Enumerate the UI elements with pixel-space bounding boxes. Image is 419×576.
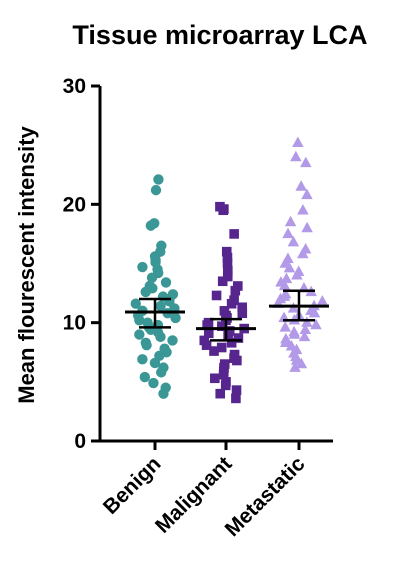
data-point bbox=[237, 302, 248, 313]
data-point bbox=[216, 342, 227, 353]
data-point bbox=[137, 261, 148, 273]
data-point bbox=[141, 339, 152, 351]
data-point bbox=[140, 286, 151, 298]
data-point bbox=[295, 180, 307, 191]
data-point bbox=[310, 318, 322, 330]
data-point bbox=[316, 295, 329, 306]
data-point bbox=[226, 298, 237, 309]
x-category-label: Metastatic bbox=[221, 452, 310, 541]
mean-ci-markers bbox=[125, 289, 329, 342]
data-point bbox=[130, 298, 141, 309]
y-tick-label: 0 bbox=[74, 430, 86, 453]
data-point bbox=[278, 279, 291, 291]
data-point bbox=[301, 316, 313, 327]
data-point bbox=[292, 136, 304, 147]
data-point bbox=[233, 333, 244, 343]
data-point bbox=[287, 235, 300, 247]
data-point bbox=[156, 367, 167, 378]
data-point bbox=[291, 269, 303, 280]
x-category-label: Benign bbox=[99, 452, 166, 519]
data-point bbox=[279, 336, 292, 347]
data-point bbox=[148, 377, 159, 389]
data-point bbox=[153, 174, 164, 185]
data-point bbox=[201, 340, 212, 350]
data-point bbox=[170, 312, 181, 324]
data-point bbox=[158, 388, 169, 399]
data-point bbox=[203, 328, 214, 339]
data-point bbox=[139, 371, 151, 383]
data-point bbox=[211, 290, 222, 301]
data-point bbox=[297, 203, 309, 215]
data-point bbox=[229, 229, 239, 239]
data-point bbox=[215, 388, 226, 399]
data-point bbox=[223, 265, 233, 276]
data-point bbox=[289, 361, 301, 372]
y-tick-label: 20 bbox=[63, 193, 86, 216]
data-point bbox=[297, 247, 309, 259]
data-point bbox=[134, 315, 145, 326]
data-point bbox=[202, 320, 212, 330]
data-point bbox=[218, 205, 228, 216]
data-point bbox=[280, 272, 293, 284]
data-point bbox=[283, 261, 296, 273]
data-point bbox=[145, 220, 157, 231]
y-axis: 0 10 20 30 bbox=[63, 75, 102, 453]
data-point bbox=[279, 321, 291, 332]
data-point bbox=[209, 346, 219, 356]
data-point bbox=[301, 221, 313, 233]
data-point bbox=[222, 271, 233, 282]
data-point bbox=[217, 276, 228, 287]
data-point bbox=[230, 285, 241, 296]
data-point bbox=[308, 306, 321, 318]
data-point bbox=[298, 330, 311, 342]
data-point bbox=[300, 156, 312, 168]
data-point bbox=[160, 277, 172, 288]
data-point bbox=[221, 246, 232, 257]
y-tick-label: 10 bbox=[63, 312, 86, 335]
y-tick-label: 30 bbox=[63, 75, 86, 98]
data-point bbox=[218, 369, 229, 380]
data-point bbox=[222, 258, 233, 269]
data-point bbox=[226, 337, 237, 348]
data-points bbox=[130, 136, 329, 404]
data-point bbox=[222, 252, 233, 263]
data-point bbox=[146, 272, 158, 283]
data-point bbox=[290, 150, 302, 162]
data-point bbox=[217, 321, 227, 332]
data-point bbox=[231, 385, 242, 395]
data-point bbox=[301, 188, 313, 200]
data-point bbox=[155, 300, 166, 312]
chart-title: Tissue microarray LCA bbox=[72, 20, 367, 50]
data-point bbox=[220, 380, 231, 391]
data-point bbox=[284, 215, 297, 227]
data-point bbox=[150, 184, 162, 196]
data-point bbox=[232, 355, 242, 366]
data-point bbox=[282, 227, 294, 239]
data-point bbox=[134, 329, 145, 340]
data-point bbox=[149, 357, 161, 369]
data-point bbox=[295, 357, 308, 369]
data-point bbox=[155, 331, 166, 343]
y-axis-label: Mean flourescent intensity bbox=[14, 125, 39, 403]
data-point bbox=[167, 335, 178, 346]
data-point bbox=[137, 354, 148, 365]
data-point bbox=[223, 330, 233, 341]
data-point bbox=[299, 323, 312, 334]
data-point bbox=[231, 393, 241, 404]
data-point bbox=[237, 308, 248, 318]
data-point bbox=[288, 328, 301, 339]
data-point bbox=[210, 373, 220, 384]
